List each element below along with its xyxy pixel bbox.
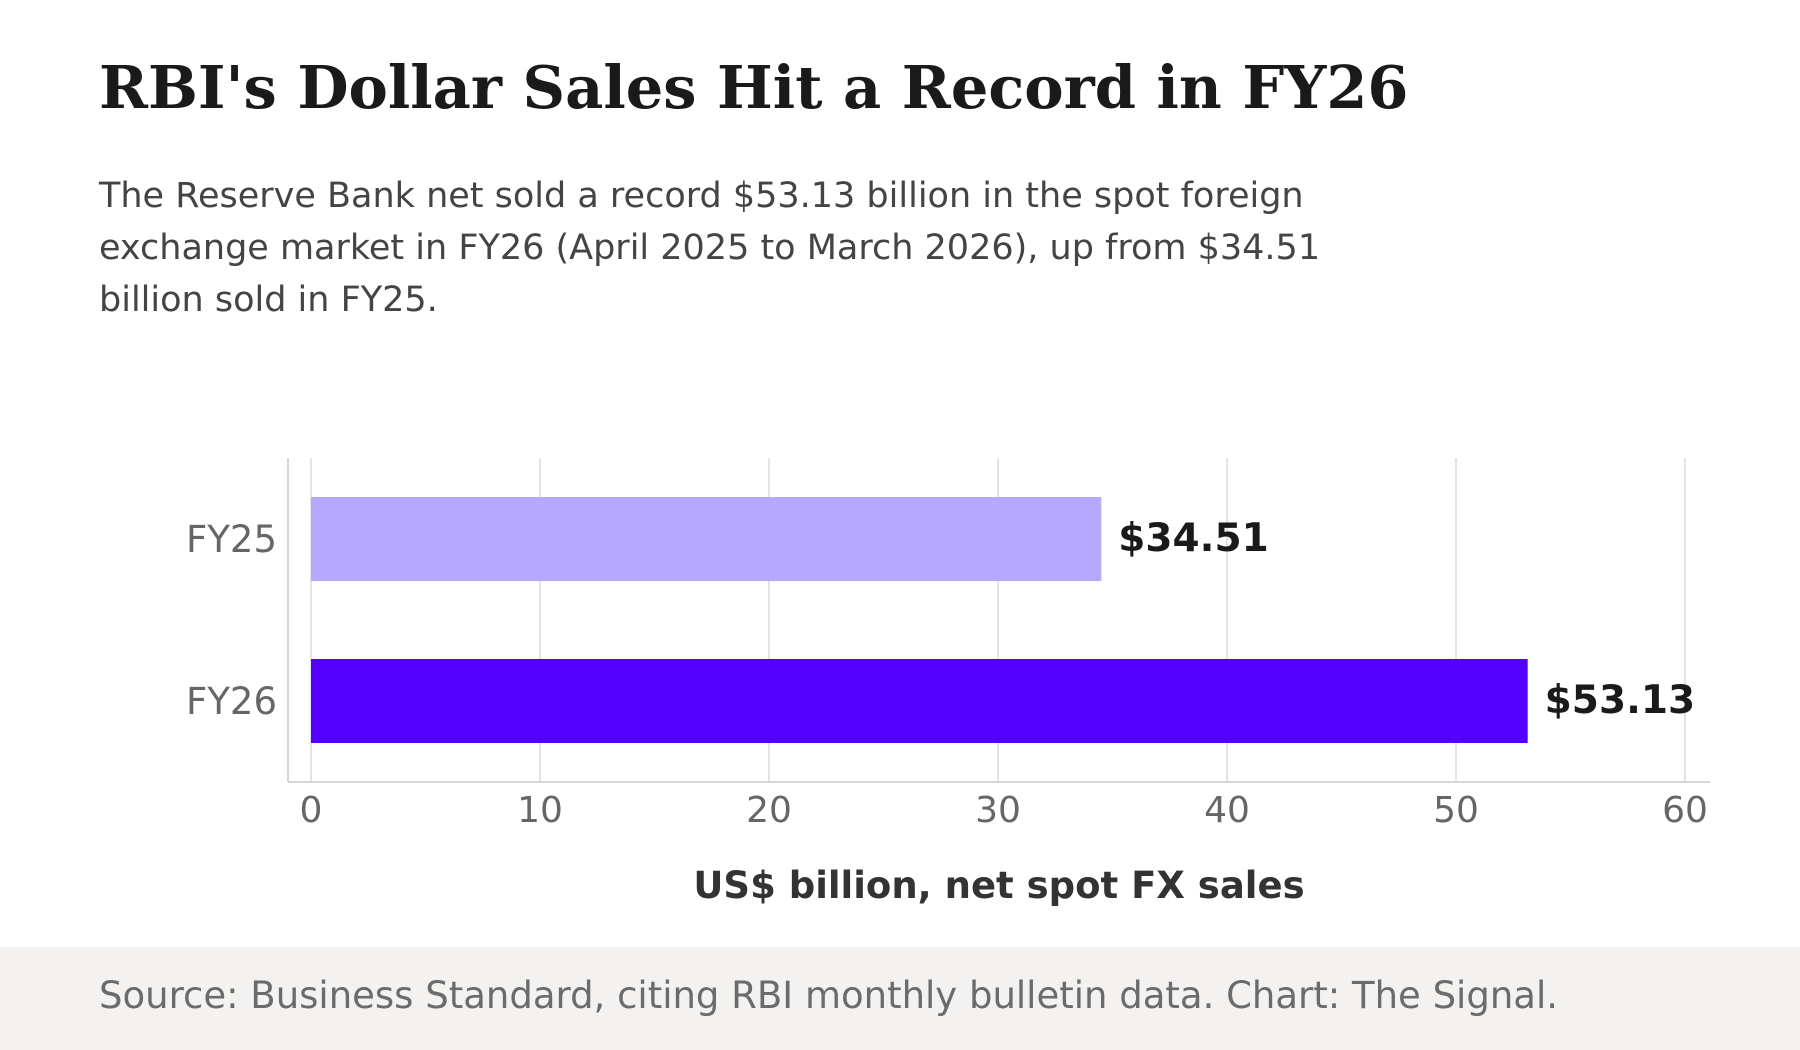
chart-title: RBI's Dollar Sales Hit a Record in FY26 (99, 53, 1409, 122)
x-axis-label: US$ billion, net spot FX sales (693, 864, 1304, 907)
x-tick-labels: 0 10 20 30 40 50 60 (300, 790, 1708, 831)
bar-chart: $34.51 $53.13 FY25 FY26 0 10 20 30 40 50 60 US$ … (186, 458, 1710, 907)
x-tick-label-20: 20 (746, 790, 792, 831)
footer-bar (0, 947, 1800, 1050)
category-labels: FY25 FY26 (186, 518, 277, 723)
x-tick-label-40: 40 (1204, 790, 1250, 831)
value-label-fy26: $53.13 (1545, 678, 1696, 723)
x-tick-label-50: 50 (1433, 790, 1479, 831)
x-tick-label-0: 0 (300, 790, 323, 831)
x-tick-label-30: 30 (975, 790, 1021, 831)
axes (287, 458, 1710, 783)
x-tick-label-60: 60 (1662, 790, 1708, 831)
category-label-fy26: FY26 (186, 680, 277, 723)
source-note: Source: Business Standard, citing RBI mo… (99, 974, 1558, 1017)
category-label-fy25: FY25 (186, 518, 277, 561)
value-label-fy25: $34.51 (1118, 516, 1269, 561)
bar-fy26 (311, 659, 1528, 743)
bars (311, 497, 1528, 743)
chart-subtitle: The Reserve Bank net sold a record $53.1… (99, 176, 1321, 320)
value-labels: $34.51 $53.13 (1118, 516, 1695, 723)
bar-fy25 (311, 497, 1102, 581)
x-tick-label-10: 10 (517, 790, 563, 831)
